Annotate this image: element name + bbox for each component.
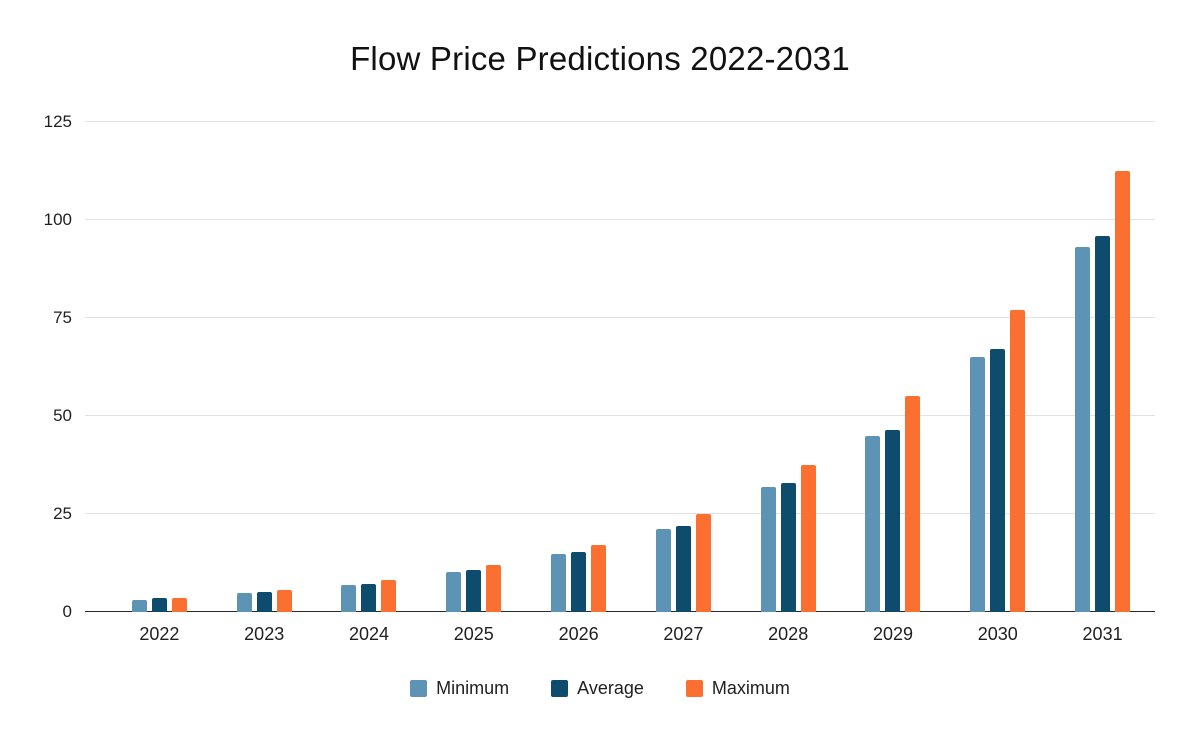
bar-average-2029 (885, 429, 901, 612)
legend-item-maximum: Maximum (685, 678, 790, 699)
legend-item-average: Average (551, 678, 644, 699)
bar-group-2029 (841, 122, 946, 612)
x-tick-label-2029: 2029 (872, 624, 913, 644)
y-tick-label: 75 (53, 308, 72, 327)
bar-average-2023 (256, 592, 272, 612)
bar-group-2030 (945, 122, 1050, 612)
bar-minimum-2029 (865, 435, 881, 612)
x-tick-label-2025: 2025 (453, 624, 494, 644)
legend-swatch-minimum (410, 680, 428, 697)
bar-group-2031 (1050, 122, 1155, 612)
bar-groups (85, 122, 1155, 612)
bar-minimum-2030 (970, 357, 986, 612)
bar-group-2028 (736, 122, 841, 612)
bar-maximum-2025 (486, 564, 502, 612)
y-tick-label: 100 (43, 210, 72, 229)
legend: Minimum Average Maximum (0, 678, 1200, 699)
legend-label-maximum: Maximum (711, 678, 790, 698)
bar-maximum-2026 (591, 544, 607, 612)
y-tick-label: 0 (62, 602, 72, 621)
x-tick-label-2026: 2026 (558, 624, 599, 644)
bar-group-2026 (526, 122, 631, 612)
gridline (85, 219, 1155, 220)
legend-swatch-average (551, 680, 569, 697)
bar-minimum-2024 (341, 584, 357, 612)
legend-item-minimum: Minimum (410, 678, 509, 699)
bar-average-2025 (466, 570, 482, 612)
legend-swatch-maximum (685, 680, 703, 697)
bar-group-2025 (421, 122, 526, 612)
bar-minimum-2027 (655, 528, 671, 612)
x-tick-label-2030: 2030 (977, 624, 1018, 644)
x-tick-label-2028: 2028 (768, 624, 809, 644)
bar-minimum-2025 (446, 572, 462, 612)
bar-maximum-2024 (381, 579, 397, 612)
y-tick-label: 25 (53, 504, 72, 523)
y-tick-label: 125 (43, 112, 72, 131)
bar-group-2022 (107, 122, 212, 612)
y-axis: 0 25 50 75 100 125 (0, 112, 72, 621)
bar-average-2030 (990, 349, 1006, 612)
bar-average-2026 (571, 552, 587, 612)
x-axis: 2022 2023 2024 2025 2026 2027 2028 2029 2030 2031 (85, 624, 1155, 645)
bar-maximum-2022 (171, 597, 187, 612)
bar-group-2023 (212, 122, 317, 612)
bar-average-2031 (1095, 235, 1111, 612)
x-tick-label-2023: 2023 (244, 624, 285, 644)
plot-area (85, 121, 1155, 612)
legend-label-average: Average (577, 678, 644, 698)
bar-average-2022 (151, 598, 167, 612)
bar-minimum-2028 (760, 486, 776, 612)
gridline (85, 317, 1155, 318)
x-tick-label-2031: 2031 (1082, 624, 1123, 644)
bar-average-2027 (675, 525, 691, 612)
bar-maximum-2030 (1010, 310, 1026, 612)
gridline (85, 121, 1155, 122)
bar-maximum-2027 (695, 513, 711, 612)
legend-label-minimum: Minimum (436, 678, 510, 698)
chart-title: Flow Price Predictions 2022-2031 (350, 40, 850, 77)
bar-maximum-2023 (276, 590, 292, 612)
bar-maximum-2029 (905, 395, 921, 612)
bar-minimum-2023 (236, 593, 252, 612)
bar-maximum-2028 (800, 465, 816, 612)
x-tick-label-2027: 2027 (663, 624, 704, 644)
x-tick-label-2022: 2022 (139, 624, 180, 644)
bar-average-2028 (780, 482, 796, 612)
bar-group-2024 (317, 122, 422, 612)
x-axis-line (85, 611, 1155, 612)
bar-maximum-2031 (1115, 171, 1131, 612)
bar-group-2027 (631, 122, 736, 612)
x-tick-label-2024: 2024 (348, 624, 390, 644)
y-tick-label: 50 (53, 406, 72, 425)
gridline (85, 415, 1155, 416)
bar-minimum-2031 (1075, 247, 1091, 612)
bar-minimum-2026 (551, 553, 567, 612)
bar-minimum-2022 (131, 600, 147, 612)
bar-average-2024 (361, 583, 377, 612)
gridline (85, 513, 1155, 514)
